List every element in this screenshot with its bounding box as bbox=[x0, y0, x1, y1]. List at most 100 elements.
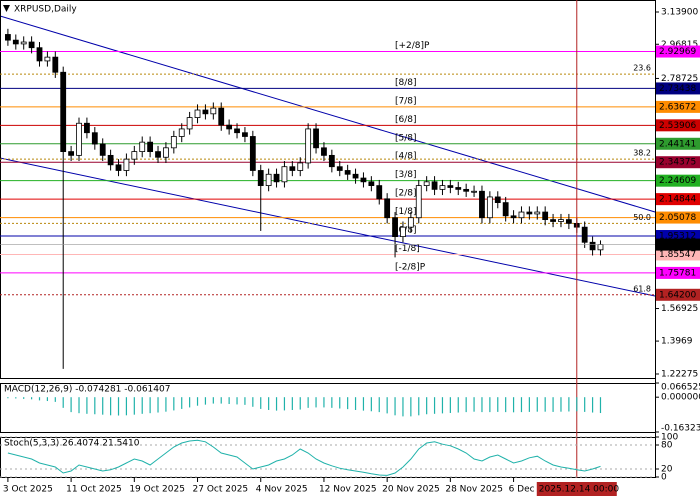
candle-body bbox=[68, 151, 75, 156]
price-box bbox=[656, 174, 700, 187]
y-tick-label: 1.22275 bbox=[661, 369, 698, 379]
candle-body bbox=[12, 39, 19, 45]
fibo-label: 61.8 bbox=[633, 284, 651, 293]
candle-body bbox=[423, 181, 430, 186]
candle-body bbox=[123, 158, 130, 171]
price-box-label: 1.85547 bbox=[659, 250, 696, 260]
candle-body bbox=[565, 219, 572, 224]
level-label: [+2/8]P bbox=[395, 41, 430, 51]
candle-body bbox=[384, 198, 391, 219]
fibo-label: 50.0 bbox=[633, 213, 651, 222]
candle-body bbox=[115, 164, 122, 171]
candle-body bbox=[352, 173, 359, 179]
candle-body bbox=[447, 185, 454, 188]
level-label: [1/8] bbox=[395, 207, 417, 217]
price-box bbox=[656, 45, 700, 58]
channel-upper bbox=[0, 15, 656, 213]
x-tick-label: 20 Nov 2025 bbox=[382, 485, 440, 495]
candle-body bbox=[597, 244, 604, 251]
candle-body bbox=[186, 117, 193, 130]
y-tick-label: 0.000000 bbox=[661, 393, 700, 403]
title-icon bbox=[3, 5, 10, 12]
fibo-label: 38.2 bbox=[633, 149, 651, 158]
price-box bbox=[656, 193, 700, 206]
candle-body bbox=[202, 109, 209, 115]
candle-body bbox=[249, 136, 256, 171]
candle-body bbox=[281, 166, 288, 183]
candle-body bbox=[5, 34, 11, 41]
candle-body bbox=[455, 187, 462, 190]
candle-body bbox=[439, 185, 446, 190]
candle-body bbox=[289, 166, 296, 171]
candle-body bbox=[558, 219, 564, 222]
x-tick-label: 4 Nov 2025 bbox=[256, 485, 308, 495]
candle-body bbox=[242, 132, 248, 137]
x-tick-label: 3 Oct 2025 bbox=[3, 485, 53, 495]
y-tick-label: 2.96815 bbox=[661, 40, 698, 50]
candle-body bbox=[550, 219, 556, 222]
price-box bbox=[656, 248, 700, 261]
candle-body bbox=[147, 141, 154, 152]
candle-body bbox=[36, 47, 43, 62]
candle-body bbox=[194, 109, 201, 118]
cursor-box bbox=[536, 482, 617, 496]
candle-body bbox=[534, 211, 541, 215]
x-tick-label: 28 Nov 2025 bbox=[445, 485, 503, 495]
candle-body bbox=[44, 56, 51, 62]
candle-body bbox=[344, 170, 351, 175]
price-box bbox=[656, 238, 700, 251]
y-tick-label: 1.56925 bbox=[661, 304, 698, 314]
candle-body bbox=[526, 211, 533, 215]
candle-body bbox=[226, 124, 233, 130]
x-tick-label: 12 Nov 2025 bbox=[319, 485, 377, 495]
candle-body bbox=[218, 107, 225, 126]
candle-body bbox=[273, 173, 280, 183]
level-label: [6/8] bbox=[395, 115, 417, 125]
candle-body bbox=[542, 211, 549, 221]
candle-body bbox=[210, 107, 217, 115]
price-box-label: 2.92969 bbox=[659, 47, 696, 57]
candle-body bbox=[415, 185, 422, 219]
candle-body bbox=[297, 162, 304, 171]
candle-body bbox=[376, 185, 383, 200]
price-box bbox=[656, 100, 700, 113]
candle-body bbox=[360, 177, 367, 183]
level-label: [4/8] bbox=[395, 152, 417, 162]
price-box-label: 2.34375 bbox=[659, 158, 696, 168]
level-label: [8/8] bbox=[395, 78, 417, 88]
chart-title: XRPUSD,Daily bbox=[14, 5, 77, 15]
candle-body bbox=[76, 122, 82, 156]
candle-body bbox=[99, 143, 106, 156]
candle-body bbox=[336, 166, 343, 171]
candle-body bbox=[400, 226, 406, 238]
level-label: [2/8] bbox=[395, 189, 417, 199]
candle-body bbox=[131, 151, 138, 160]
y-tick-label: -0.163237 bbox=[661, 424, 700, 434]
level-label: [-1/8] bbox=[395, 244, 420, 254]
candle-body bbox=[321, 147, 327, 156]
y-tick-label: 20 bbox=[661, 465, 673, 475]
price-box-label: 2.05078 bbox=[659, 213, 696, 223]
price-box bbox=[656, 211, 700, 224]
price-box-label: 2.73438 bbox=[659, 84, 696, 94]
candle-body bbox=[431, 181, 438, 190]
candle-body bbox=[589, 241, 596, 251]
x-tick-label: 27 Oct 2025 bbox=[193, 485, 249, 495]
candle-body bbox=[368, 181, 375, 186]
level-label: [3/8] bbox=[395, 170, 417, 180]
candle-body bbox=[486, 196, 493, 219]
price-box-label: 1.95312 bbox=[659, 232, 696, 242]
candle-body bbox=[155, 151, 161, 158]
candle-body bbox=[407, 217, 414, 228]
price-box bbox=[656, 288, 700, 301]
candle-body bbox=[392, 217, 398, 238]
candle-body bbox=[139, 141, 146, 152]
current-price-label: 1.90769 bbox=[659, 240, 696, 250]
price-box-label: 1.75781 bbox=[659, 268, 696, 278]
candle-body bbox=[581, 226, 588, 243]
candle-body bbox=[313, 128, 319, 149]
price-box bbox=[656, 137, 700, 150]
price-box-label: 2.14844 bbox=[659, 195, 696, 205]
candle-body bbox=[265, 173, 272, 186]
